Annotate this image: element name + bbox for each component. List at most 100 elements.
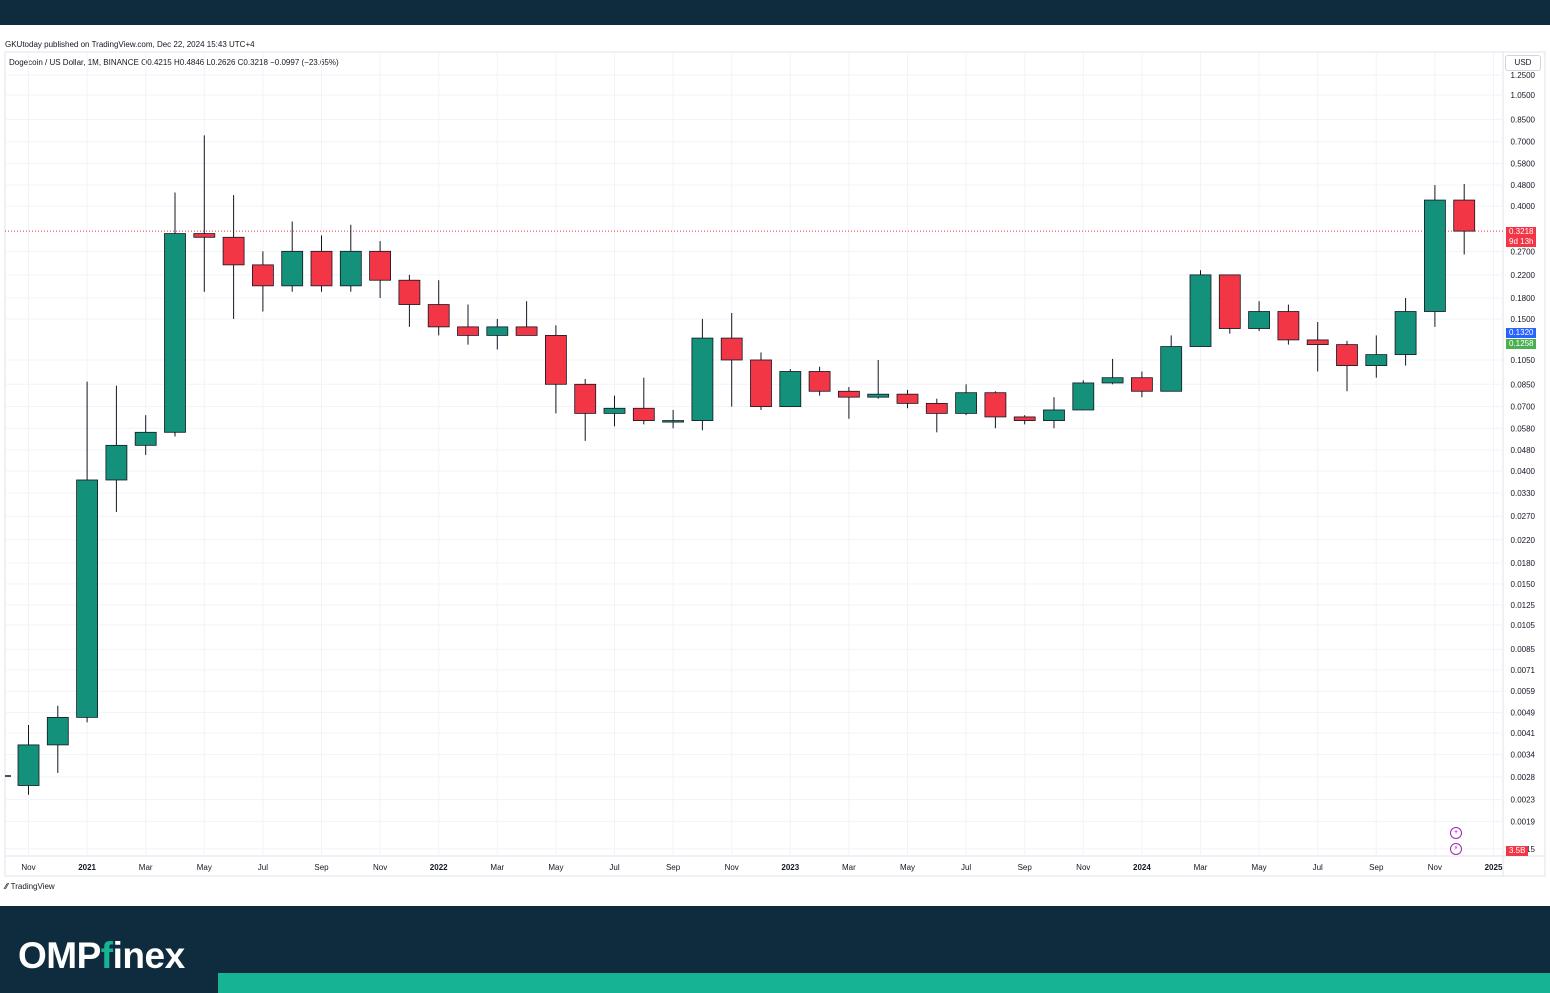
y-tick-label: 0.0220 xyxy=(1511,536,1536,545)
candle-body xyxy=(427,304,450,328)
y-tick-label: 0.0150 xyxy=(1511,580,1536,589)
y-tick-label: 0.0023 xyxy=(1511,796,1536,805)
candle-body xyxy=(193,233,216,238)
green-level-tag: 0.1258 xyxy=(1506,339,1537,349)
y-tick-label: 0.0019 xyxy=(1511,818,1536,827)
y-tick-label: 0.0028 xyxy=(1511,773,1536,782)
candle-body xyxy=(1043,409,1065,421)
candle-body xyxy=(17,744,40,786)
y-tick-label: 0.1500 xyxy=(1511,315,1536,324)
candle-body xyxy=(574,383,597,414)
candle-body xyxy=(1160,346,1183,392)
x-tick-label: 2022 xyxy=(430,863,448,872)
candle-body xyxy=(1277,311,1300,341)
candle-body xyxy=(398,279,421,305)
y-tick-label: 0.0700 xyxy=(1511,403,1536,412)
candle-body xyxy=(1013,416,1036,421)
y-tick-label: 0.0105 xyxy=(1511,621,1536,630)
candle-body xyxy=(164,233,186,433)
y-tick-label: 0.2700 xyxy=(1511,247,1536,256)
candle-body xyxy=(369,250,392,281)
candle-body xyxy=(251,264,274,287)
y-tick-label: 0.0330 xyxy=(1511,489,1536,498)
candle-body xyxy=(838,390,860,398)
y-tick-label: 0.0580 xyxy=(1511,424,1536,433)
x-tick-label: Nov xyxy=(21,863,35,872)
x-tick-label: Jul xyxy=(609,863,619,872)
volume-tag: 3.5B xyxy=(1506,846,1529,856)
candle-body xyxy=(750,359,772,408)
x-tick-label: Mar xyxy=(1194,863,1208,872)
y-tick-label: 0.1800 xyxy=(1511,294,1536,303)
event-lightning-icon[interactable]: ⚡ xyxy=(1450,843,1462,855)
x-tick-label: Sep xyxy=(314,863,329,872)
brand-logo: OMPfinex xyxy=(18,935,185,977)
candle-body xyxy=(134,431,157,446)
y-tick-label: 0.0085 xyxy=(1511,645,1536,654)
candle-body xyxy=(662,420,684,423)
candle-body xyxy=(632,407,655,421)
top-bar xyxy=(0,0,1550,25)
x-tick-label: May xyxy=(197,863,212,872)
ohlc-low: L0.2626 xyxy=(206,58,236,67)
x-tick-label: Mar xyxy=(490,863,504,872)
x-tick-label: Jul xyxy=(961,863,971,872)
brand-tail: inex xyxy=(112,935,186,976)
x-tick-label: Jul xyxy=(1313,863,1323,872)
brand-main: OMP xyxy=(18,935,101,976)
x-tick-label: Sep xyxy=(666,863,681,872)
published-info: GKUtoday published on TradingView.com, D… xyxy=(5,40,255,49)
candle-body xyxy=(1306,339,1329,346)
x-tick-label: Mar xyxy=(842,863,856,872)
tradingview-logo[interactable]: ⁄⁄ TradingView xyxy=(5,882,55,891)
x-tick-label: Nov xyxy=(725,863,739,872)
tradingview-text: TradingView xyxy=(10,882,55,891)
y-tick-label: 0.0480 xyxy=(1511,446,1536,455)
candle-body xyxy=(1365,354,1388,366)
x-tick-label: May xyxy=(900,863,915,872)
y-tick-label: 0.0049 xyxy=(1511,709,1536,718)
candle-body xyxy=(310,250,333,287)
y-tick-label: 0.0125 xyxy=(1511,601,1536,610)
y-tick-label: 0.0180 xyxy=(1511,559,1536,568)
symbol-legend: Dogecoin / US Dollar, 1M, BINANCE O0.421… xyxy=(9,58,339,67)
currency-button[interactable]: USD xyxy=(1505,55,1541,71)
candle-body xyxy=(808,371,831,392)
candle-body xyxy=(339,250,362,287)
y-tick-label: 0.5800 xyxy=(1511,159,1536,168)
x-tick-label: May xyxy=(548,863,563,872)
ohlc-open: O0.4215 xyxy=(141,58,172,67)
candle-body xyxy=(46,716,69,746)
x-tick-label: Nov xyxy=(373,863,387,872)
x-tick-label: Sep xyxy=(1018,863,1033,872)
candle-body xyxy=(691,337,714,421)
candle-body xyxy=(1453,199,1476,232)
candle-body xyxy=(1131,377,1153,392)
y-tick-label: 0.0034 xyxy=(1511,751,1536,760)
y-tick-label: 1.0500 xyxy=(1511,91,1536,100)
ohlc-high: H0.4846 xyxy=(174,58,205,67)
x-tick-label: May xyxy=(1252,863,1267,872)
y-tick-label: 0.0850 xyxy=(1511,380,1536,389)
candle-body xyxy=(281,250,304,287)
blue-level-tag: 0.1320 xyxy=(1506,328,1537,338)
y-tick-label: 0.8500 xyxy=(1511,115,1536,124)
y-tick-label: 0.7000 xyxy=(1511,138,1536,147)
x-tick-label: Nov xyxy=(1428,863,1442,872)
ohlc-change: −0.0997 (−23.65%) xyxy=(270,58,339,67)
candle-body xyxy=(545,335,567,385)
candle-body xyxy=(1394,311,1417,356)
y-tick-label: 0.0059 xyxy=(1511,687,1536,696)
candle-body xyxy=(896,393,919,404)
y-tick-label: 0.0270 xyxy=(1511,512,1536,521)
last-price-tag: 0.3218 9d 13h xyxy=(1506,227,1537,247)
price-chart[interactable]: 1.2500 1.0500 0.8500 0.7000 0.5800 0.4800 0.40… xyxy=(0,0,1550,906)
chart-frame xyxy=(4,51,1546,877)
x-tick-label: Mar xyxy=(139,863,153,872)
candle-body xyxy=(1072,382,1095,411)
x-tick-label: 2021 xyxy=(78,863,96,872)
x-tick-label: 2024 xyxy=(1133,863,1151,872)
event-plus-icon[interactable]: + xyxy=(1450,827,1462,839)
candle-body xyxy=(1218,274,1241,329)
candle-body xyxy=(486,326,509,336)
